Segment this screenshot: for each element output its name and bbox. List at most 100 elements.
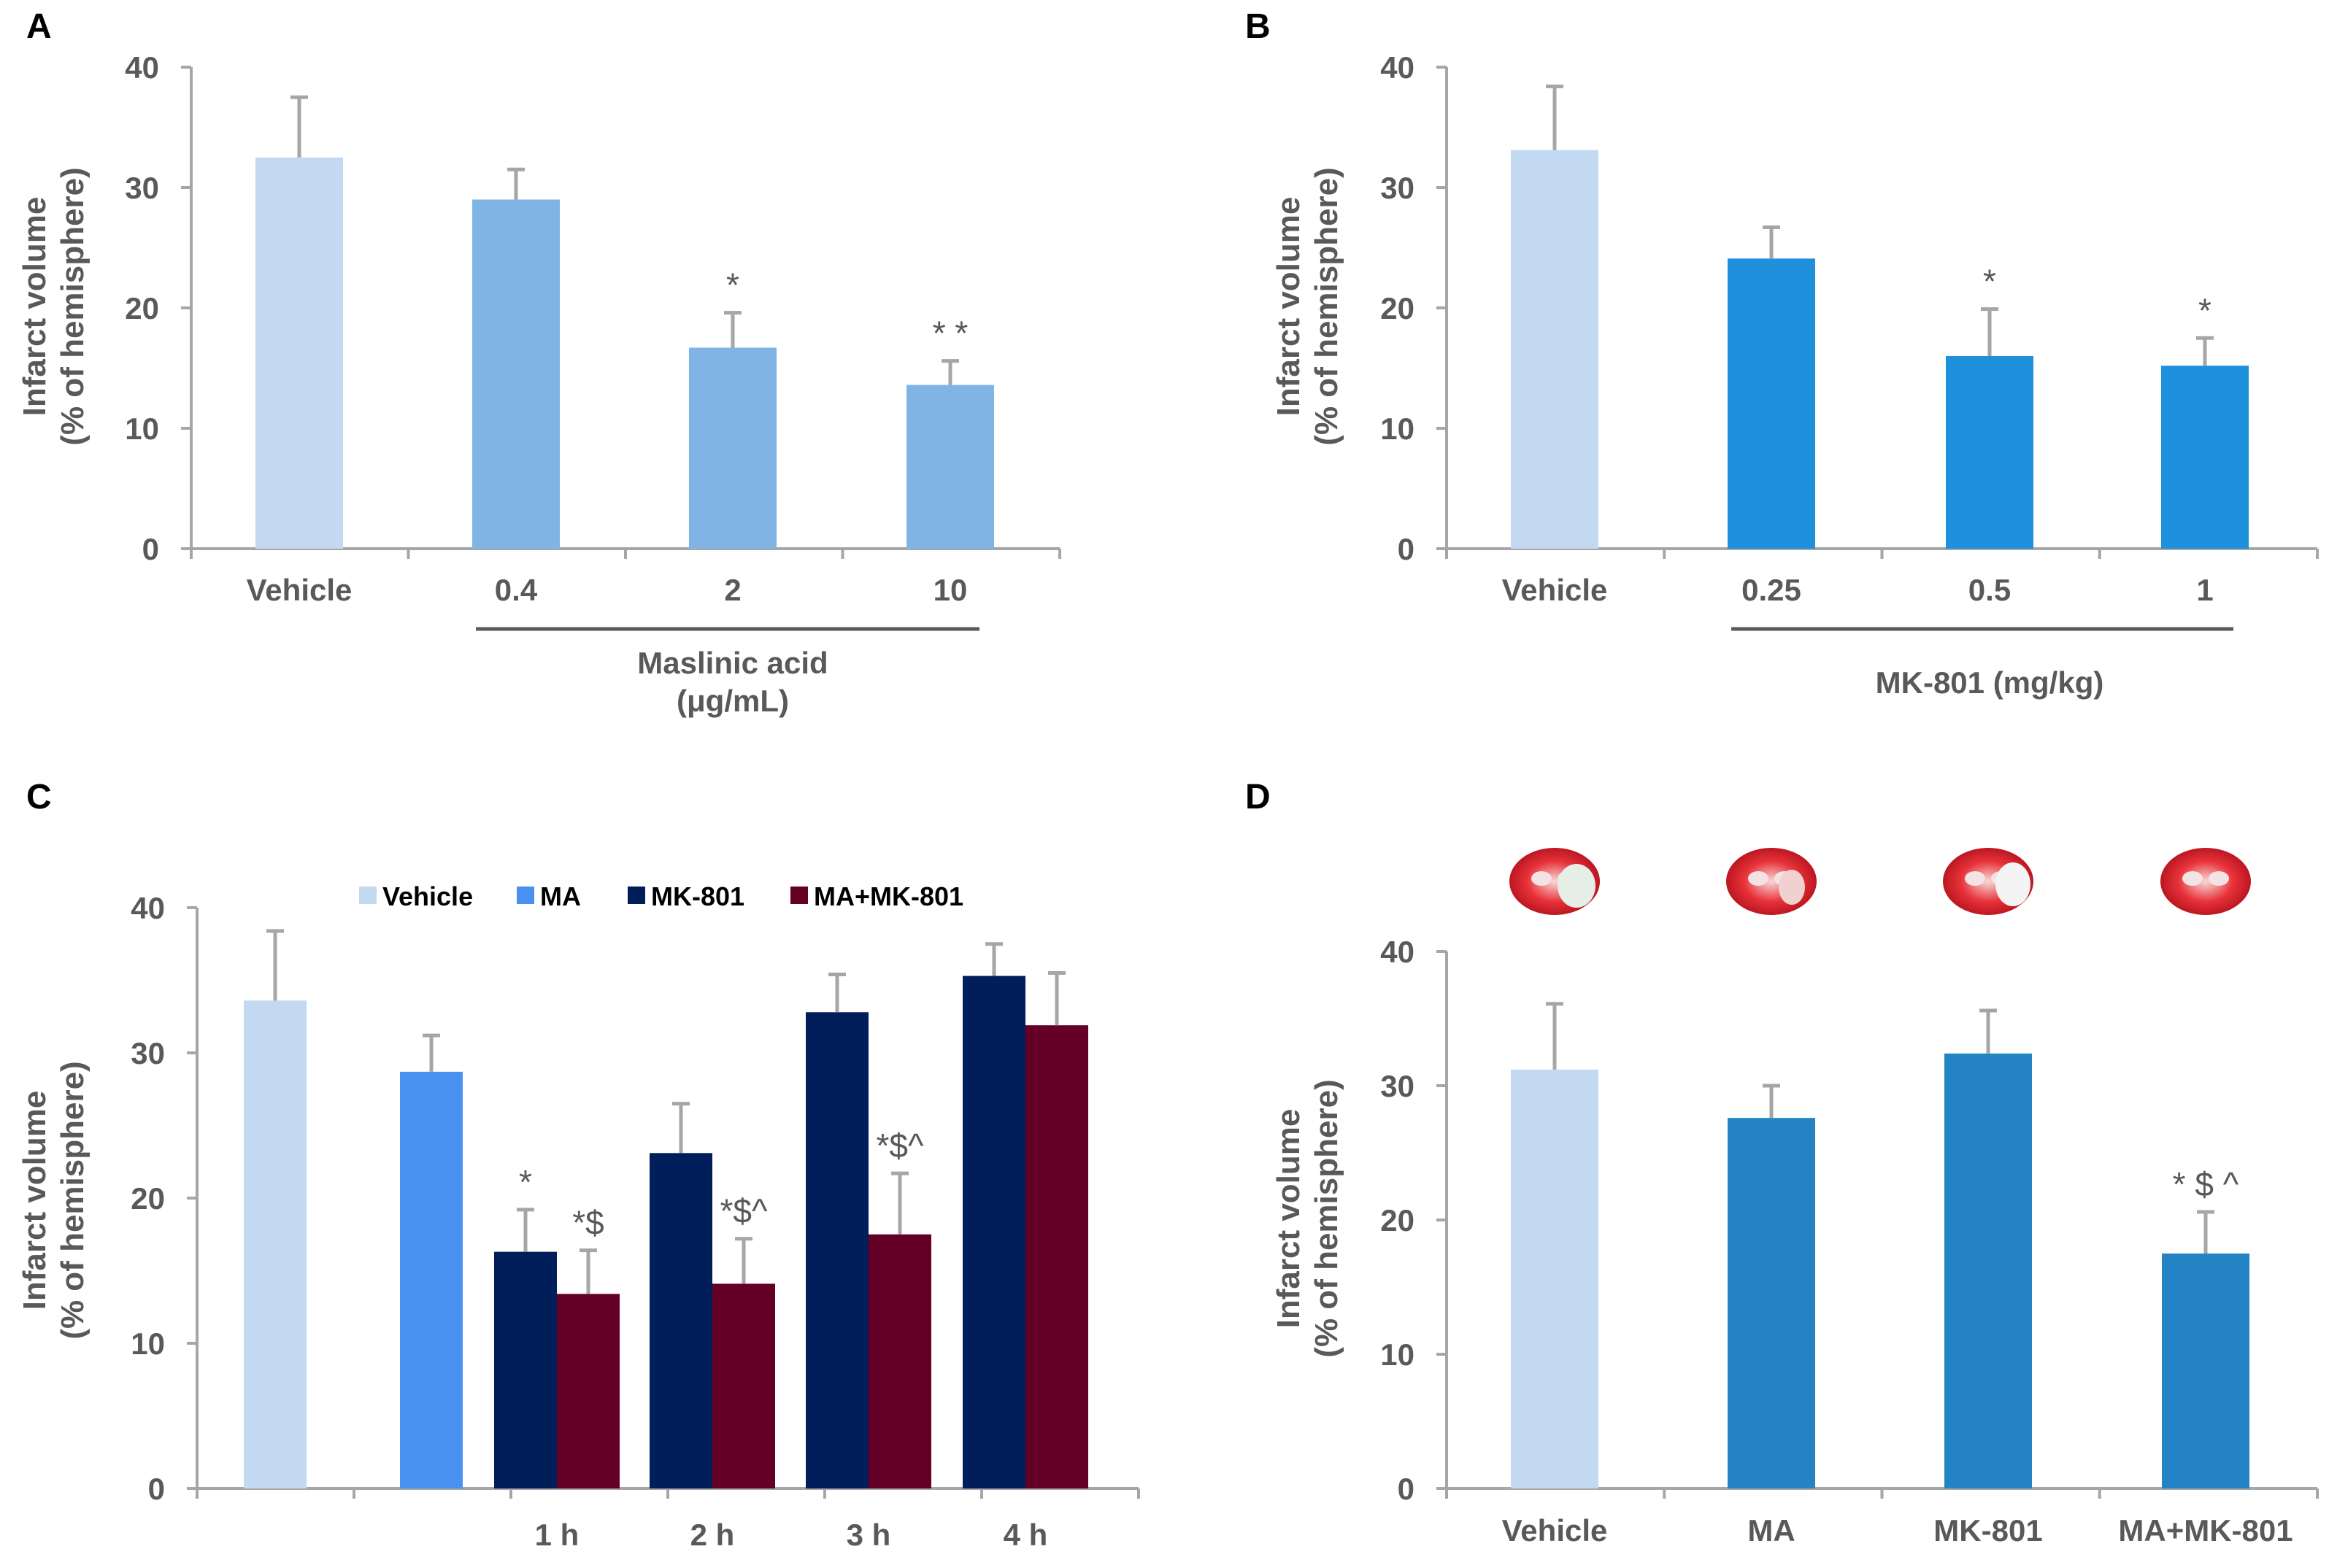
significance-label: *	[726, 266, 739, 304]
bar	[1728, 258, 1815, 549]
legend-swatch	[790, 887, 808, 904]
x-tick-label: MK-801	[1933, 1513, 2042, 1548]
significance-label: *$	[572, 1204, 604, 1242]
infarct-area	[1779, 870, 1805, 905]
bar	[1946, 356, 2033, 549]
y-tick-label: 10	[1380, 412, 1414, 446]
bar-vehicle	[244, 1000, 307, 1488]
bar	[1511, 150, 1598, 549]
x-tick-label: 4 h	[1004, 1518, 1048, 1552]
bar	[2162, 1254, 2249, 1488]
y-tick-label: 0	[1398, 1472, 1414, 1506]
group-label: MK-801 (mg/kg)	[1876, 665, 2104, 700]
panel-letter: A	[26, 7, 52, 46]
x-tick-label: 2	[724, 573, 741, 607]
x-tick-label: MA	[1747, 1513, 1795, 1548]
legend: Vehicle MA MK-801 MA+MK-801	[359, 881, 963, 911]
legend-label: MA	[540, 881, 581, 911]
legend-swatch	[359, 887, 377, 904]
x-tick-label: 2 h	[690, 1518, 735, 1552]
y-axis-label-line: Infarct volume	[1271, 1109, 1306, 1329]
bar	[1728, 1118, 1815, 1488]
y-tick-label: 20	[131, 1181, 165, 1216]
significance-label: *	[1983, 263, 1996, 301]
panel-letter: B	[1245, 7, 1271, 46]
bar	[255, 157, 343, 549]
y-axis-label-line: Infarct volume	[17, 197, 53, 417]
bar-ma	[400, 1071, 463, 1488]
bar	[689, 347, 777, 549]
y-tick-label: 40	[1380, 935, 1414, 969]
infarct-area	[1995, 862, 2030, 906]
chart-panel-c: C 0 10 20 30 40 1 h 2 h 3 h 4 h Infarct volume(% o…	[17, 778, 1140, 1552]
y-tick-label: 20	[125, 291, 159, 325]
y-tick-label: 40	[1380, 50, 1414, 85]
legend-label: MK-801	[651, 881, 744, 911]
y-tick-label: 30	[1380, 1069, 1414, 1103]
x-tick-label: Vehicle	[1502, 1513, 1608, 1548]
legend-label: Vehicle	[382, 881, 473, 911]
significance-label: * $ ^	[2173, 1165, 2239, 1203]
y-tick-label: 20	[1380, 291, 1414, 325]
group-label: Maslinic acid (μg/mL)	[637, 646, 828, 718]
panel-letter: D	[1245, 778, 1271, 816]
group-label-line: MK-801 (mg/kg)	[1876, 665, 2104, 700]
y-axis-label-line: (% of hemisphere)	[1309, 1079, 1344, 1357]
x-tick-label: 1	[2196, 573, 2213, 607]
y-axis-label-line: Infarct volume	[17, 1091, 53, 1310]
bar-ma-mk-801	[869, 1234, 931, 1488]
x-tick-label: 1 h	[535, 1518, 580, 1552]
significance-label: *	[2198, 291, 2211, 329]
significance-label: *$^	[876, 1127, 923, 1165]
bar	[906, 385, 994, 549]
chart-panel-a: A 0 10 20 30 40 Vehicle 0.4 2 10 Infarct volume(% …	[17, 7, 1061, 718]
bar-mk-801	[650, 1153, 712, 1488]
bar-mk-801	[494, 1251, 557, 1488]
y-axis-label-line: Infarct volume	[1271, 197, 1306, 417]
bar-ma-mk-801	[1025, 1025, 1088, 1488]
brain-ventricle-left	[1531, 871, 1552, 886]
y-tick-label: 20	[1380, 1203, 1414, 1237]
y-tick-label: 30	[131, 1036, 165, 1070]
legend-swatch	[628, 887, 645, 904]
legend-swatch	[517, 887, 534, 904]
brain-ventricle-left	[1748, 871, 1768, 886]
brain-ventricle-left	[1965, 871, 1985, 886]
brain-ventricle-right	[2209, 871, 2229, 886]
group-label-line: Maslinic acid	[637, 646, 828, 680]
y-tick-label: 40	[125, 50, 159, 85]
x-tick-label: 0.5	[1968, 573, 2011, 607]
y-tick-label: 0	[1398, 532, 1414, 566]
y-axis-label: Infarct volume(% of hemisphere)	[17, 167, 91, 445]
brain-slice-vehicle	[1509, 848, 1600, 915]
x-tick-label: 3 h	[847, 1518, 891, 1552]
bar	[472, 199, 560, 549]
y-tick-label: 10	[1380, 1337, 1414, 1372]
bar-ma-mk-801	[557, 1294, 620, 1488]
brain-ventricle-left	[2182, 871, 2203, 886]
group-label-line: (μg/mL)	[677, 684, 789, 718]
legend-label: MA+MK-801	[814, 881, 963, 911]
chart-panel-d: D 0 10 20 30 40 Vehicle MA MK-801 MA+MK-801 Infarc…	[1245, 778, 2319, 1548]
brain-slice-outline	[2160, 848, 2251, 915]
y-tick-label: 10	[131, 1326, 165, 1361]
x-tick-label: Vehicle	[1502, 573, 1608, 607]
y-axis-label: Infarct volume(% of hemisphere)	[1271, 1079, 1344, 1357]
brain-slice-ma	[1726, 848, 1817, 915]
brain-slice-mk801	[1943, 848, 2033, 915]
x-tick-label: Vehicle	[247, 573, 353, 607]
significance-label: *	[519, 1163, 532, 1201]
panel-letter: C	[26, 778, 52, 816]
y-axis-label-line: (% of hemisphere)	[55, 167, 91, 445]
chart-panel-b: B 0 10 20 30 40 Vehicle 0.25 0.5 1 Infarct volume(…	[1245, 7, 2319, 700]
bar	[1944, 1053, 2032, 1488]
y-axis-label: Infarct volume(% of hemisphere)	[17, 1061, 91, 1339]
bar	[1511, 1069, 1598, 1488]
bar-mk-801	[963, 976, 1025, 1488]
bar	[2161, 366, 2249, 549]
brain-slice-ma-mk801	[2160, 848, 2251, 915]
x-tick-label: 0.4	[495, 573, 538, 607]
x-tick-label: MA+MK-801	[2118, 1513, 2293, 1548]
significance-label: * *	[933, 314, 969, 352]
